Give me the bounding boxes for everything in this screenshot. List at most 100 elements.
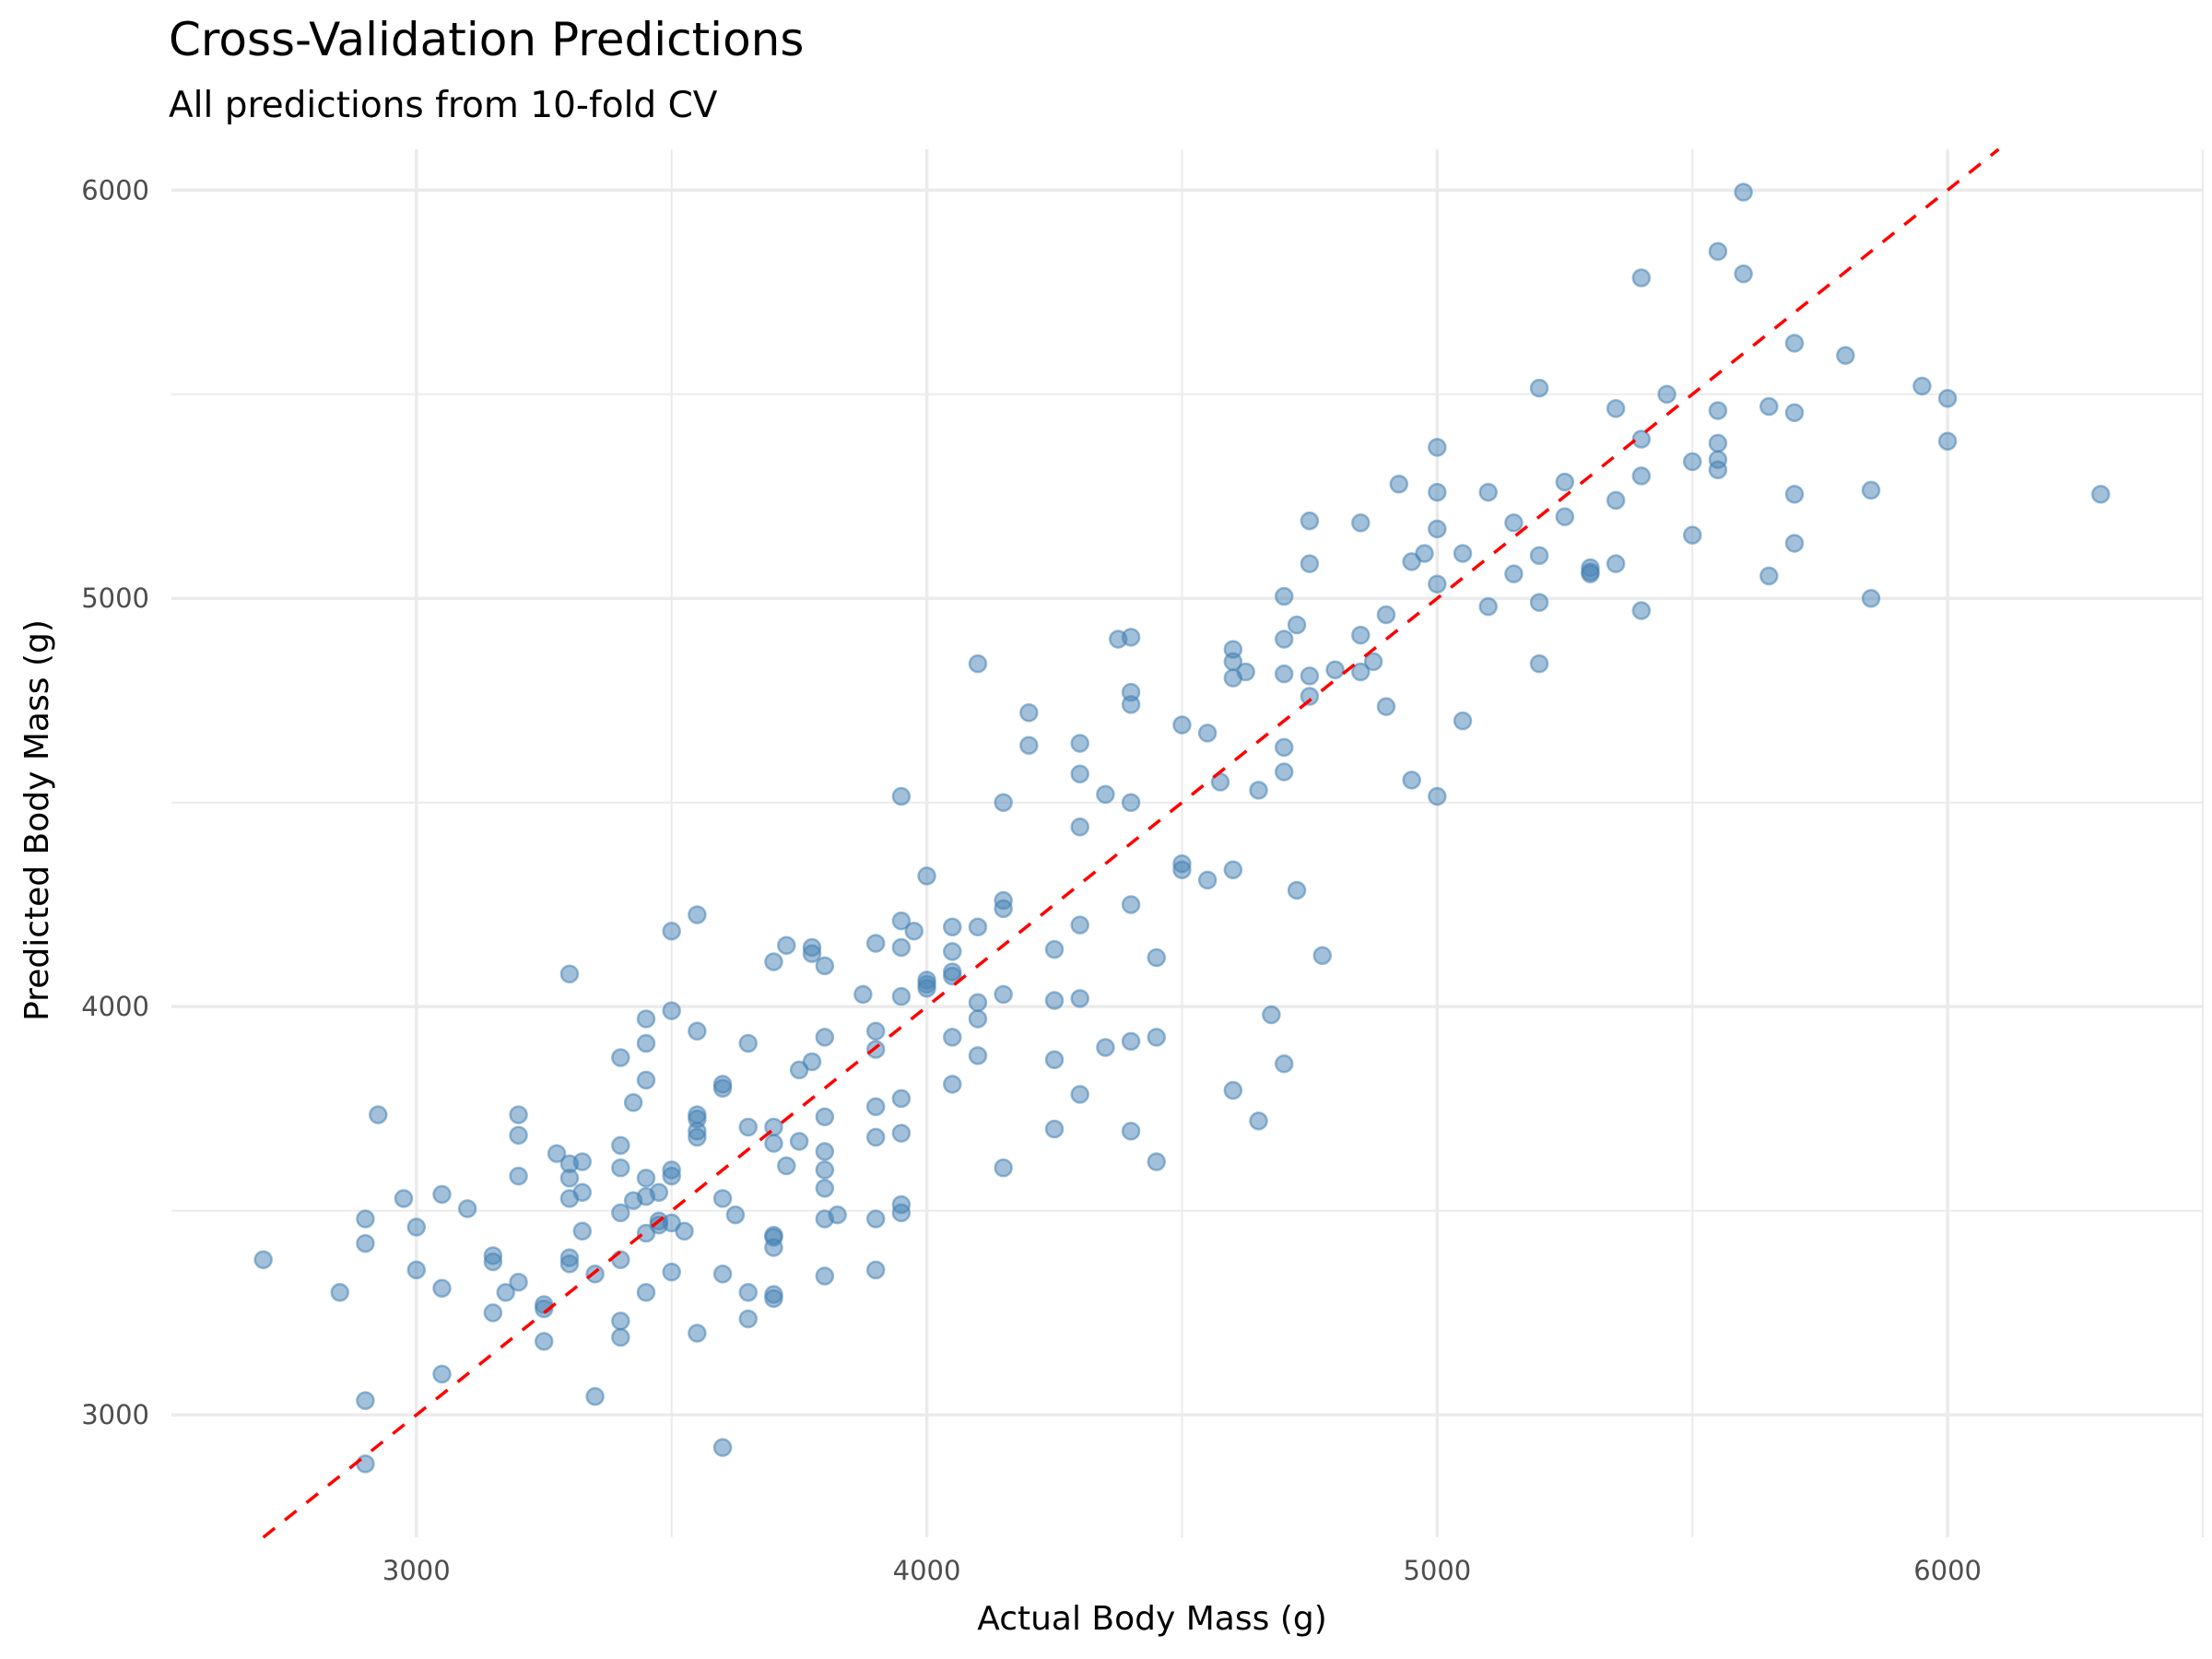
data-point — [1631, 466, 1652, 486]
data-point — [1351, 625, 1371, 645]
data-point — [1223, 860, 1243, 880]
data-point — [764, 1238, 783, 1257]
data-point — [777, 1156, 796, 1176]
data-point — [994, 793, 1013, 812]
data-point — [1784, 334, 1805, 353]
data-point — [738, 1117, 759, 1137]
chart-title: Cross-Validation Predictions — [169, 13, 805, 66]
data-point — [1121, 895, 1141, 914]
data-point — [1402, 771, 1421, 790]
data-point — [1529, 546, 1549, 565]
data-point — [394, 1189, 414, 1208]
data-point — [1453, 711, 1473, 731]
data-point — [369, 1105, 388, 1124]
y-tick-label: 6000 — [81, 174, 149, 206]
data-point — [1836, 346, 1855, 365]
data-point — [738, 1282, 759, 1302]
data-point — [406, 1218, 427, 1237]
data-point — [1376, 605, 1396, 625]
data-point — [1937, 388, 1958, 408]
data-point — [891, 1203, 912, 1223]
data-point — [712, 1265, 733, 1284]
data-point — [943, 1028, 962, 1047]
data-point — [1274, 1053, 1294, 1074]
data-point — [1389, 474, 1409, 494]
data-point — [1581, 564, 1600, 583]
data-point — [815, 956, 835, 976]
data-point — [1759, 566, 1779, 586]
data-point — [611, 1158, 630, 1178]
data-point — [572, 1182, 593, 1202]
data-point — [968, 993, 988, 1012]
data-point — [943, 966, 962, 986]
data-point — [636, 1168, 656, 1188]
data-point — [1044, 1119, 1065, 1139]
data-point — [1249, 781, 1268, 800]
data-point — [1504, 564, 1524, 583]
data-point — [559, 964, 580, 983]
data-point — [356, 1233, 375, 1253]
data-point — [968, 653, 988, 674]
data-point — [1734, 264, 1753, 284]
data-point — [815, 1142, 835, 1161]
data-point — [636, 1009, 656, 1029]
data-point — [1555, 507, 1575, 526]
data-point — [1606, 490, 1626, 511]
data-point — [815, 1107, 835, 1127]
data-point — [496, 1282, 515, 1302]
data-point — [1937, 431, 1958, 451]
data-point — [1274, 762, 1294, 782]
data-point — [712, 1189, 733, 1208]
data-point — [572, 1152, 593, 1171]
data-point — [815, 1179, 835, 1198]
data-point — [1631, 429, 1652, 449]
data-point — [547, 1144, 567, 1163]
data-point — [1708, 241, 1728, 261]
data-point — [943, 1075, 962, 1094]
data-point — [1121, 793, 1141, 812]
data-point — [662, 1001, 681, 1020]
data-point — [559, 1253, 580, 1274]
data-point — [968, 1009, 988, 1029]
data-point — [636, 1033, 656, 1053]
data-point — [1147, 1028, 1167, 1047]
data-point — [1147, 947, 1167, 968]
data-point — [585, 1386, 605, 1406]
data-point — [1504, 513, 1524, 533]
data-point — [1147, 1152, 1167, 1171]
data-point — [1912, 376, 1932, 396]
data-point — [828, 1205, 847, 1225]
data-point — [968, 1046, 988, 1065]
data-point — [1708, 401, 1728, 420]
data-point — [802, 944, 822, 963]
data-point — [253, 1250, 273, 1270]
data-point — [1453, 544, 1473, 563]
data-point — [994, 899, 1013, 919]
data-point — [865, 1021, 886, 1041]
data-point — [1274, 664, 1294, 684]
data-point — [764, 952, 783, 971]
data-point — [943, 942, 962, 961]
data-point — [1529, 653, 1549, 674]
data-point — [1784, 534, 1805, 553]
data-point — [943, 917, 962, 937]
y-tick-label: 5000 — [81, 582, 149, 614]
data-point — [662, 1166, 681, 1186]
data-point — [1657, 384, 1677, 405]
data-point — [1300, 554, 1320, 573]
data-point — [1044, 939, 1065, 959]
data-point — [1631, 601, 1652, 620]
data-point — [535, 1299, 554, 1319]
data-point — [1376, 697, 1396, 716]
data-point — [432, 1184, 452, 1205]
data-point — [1070, 989, 1089, 1008]
data-point — [1019, 703, 1039, 723]
data-point — [1555, 472, 1575, 492]
data-point — [1529, 378, 1549, 398]
data-point — [853, 984, 873, 1005]
data-point — [725, 1205, 746, 1225]
data-point — [1121, 1122, 1141, 1141]
data-point — [2090, 485, 2111, 504]
y-axis-title: Predicted Body Mass (g) — [18, 619, 56, 1021]
data-point — [789, 1132, 809, 1151]
